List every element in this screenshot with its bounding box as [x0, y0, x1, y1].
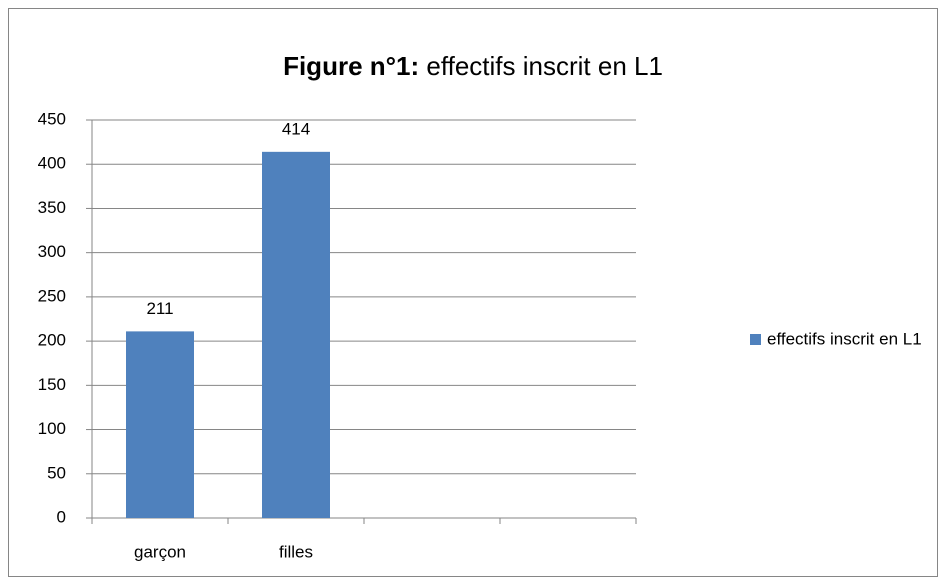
y-tick-label: 50	[47, 463, 66, 482]
bar	[262, 151, 330, 518]
y-tick-label: 300	[38, 242, 66, 261]
y-tick-label: 150	[38, 375, 66, 394]
chart-title: Figure n°1: effectifs inscrit en L1	[283, 51, 663, 81]
data-label: 414	[282, 119, 310, 138]
y-tick-label: 100	[38, 419, 66, 438]
bar	[126, 331, 194, 518]
y-tick-label: 200	[38, 331, 66, 350]
legend-swatch	[750, 334, 761, 345]
title-prefix: Figure n°1:	[283, 51, 419, 81]
y-tick-label: 250	[38, 286, 66, 305]
x-tick-label: filles	[279, 542, 313, 561]
data-label: 211	[146, 299, 173, 318]
x-tick-label: garçon	[134, 542, 186, 561]
y-tick-label: 0	[57, 507, 66, 526]
y-tick-label: 350	[38, 198, 66, 217]
y-tick-label: 450	[38, 109, 66, 128]
y-tick-label: 400	[38, 154, 66, 173]
title-text: effectifs inscrit en L1	[426, 51, 663, 81]
legend-label: effectifs inscrit en L1	[767, 329, 922, 348]
